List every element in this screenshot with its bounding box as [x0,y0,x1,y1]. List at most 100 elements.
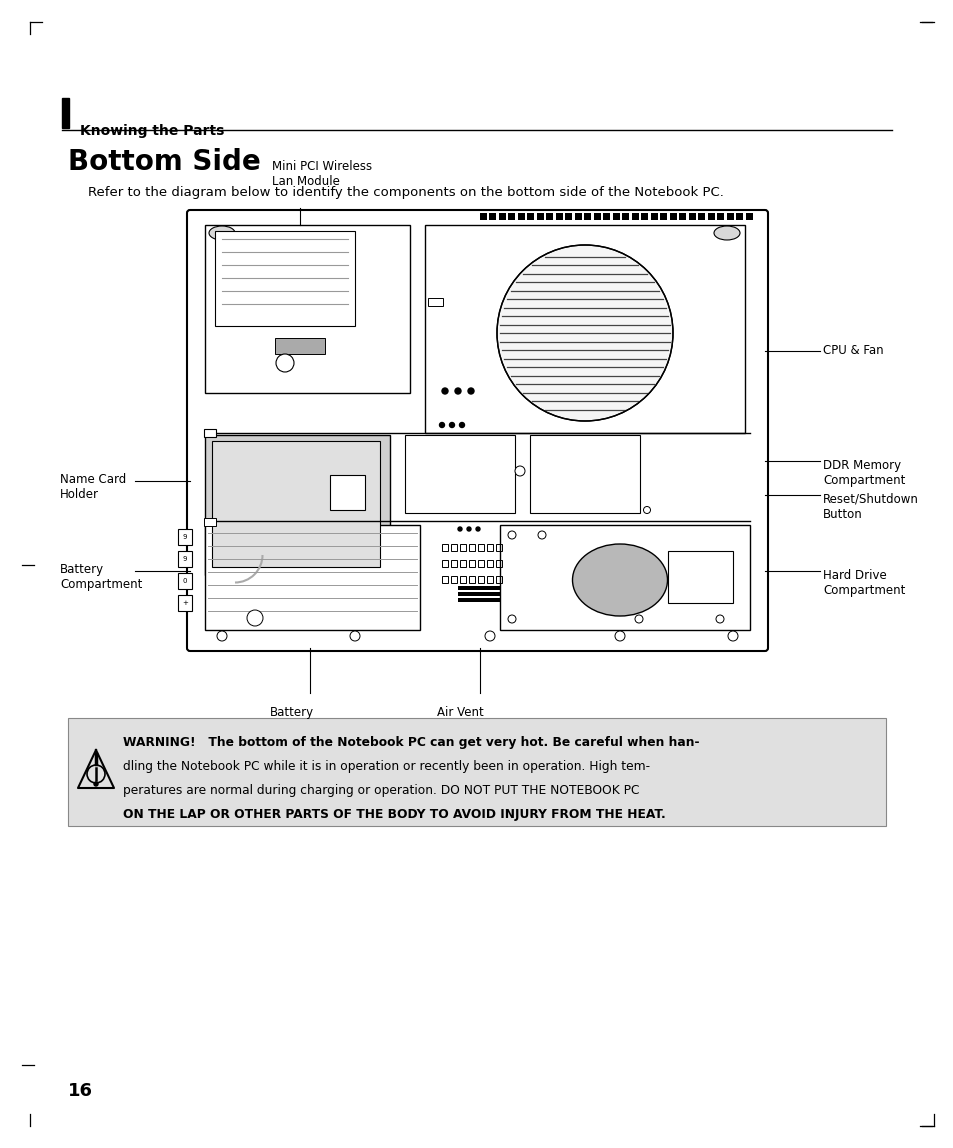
Text: WARNING!   The bottom of the Notebook PC can get very hot. Be careful when han-: WARNING! The bottom of the Notebook PC c… [123,736,699,748]
Bar [428,298,442,307]
Bar [212,441,379,567]
Text: Mini PCI Wireless
Lan Module: Mini PCI Wireless Lan Module [272,160,372,188]
Circle shape [497,245,672,421]
Bar [178,529,192,545]
Bar [204,518,215,526]
Bar [496,560,501,567]
Bar [496,576,501,583]
Bar [205,225,410,393]
Bar [477,576,483,583]
Bar [622,214,629,220]
Circle shape [635,615,642,623]
Circle shape [441,388,448,394]
Bar [178,595,192,611]
Bar [469,544,475,551]
Text: peratures are normal during charging or operation. DO NOT PUT THE NOTEBOOK PC: peratures are normal during charging or … [123,784,639,797]
Bar [62,98,69,127]
Bar [745,214,752,220]
Bar [457,585,499,590]
Bar [679,214,686,220]
Bar [717,214,723,220]
Bar [650,214,658,220]
Bar [613,214,619,220]
Circle shape [449,422,454,427]
Text: CPU & Fan: CPU & Fan [822,344,882,357]
Bar [205,435,390,575]
Bar [498,214,505,220]
Text: 16: 16 [68,1083,92,1100]
Bar [477,544,483,551]
Bar [530,435,639,513]
Text: 9: 9 [183,556,187,563]
Bar [205,525,419,630]
Bar [274,338,325,354]
Circle shape [716,615,723,623]
Circle shape [643,506,650,513]
Bar [603,214,610,220]
Text: ON THE LAP OR OTHER PARTS OF THE BODY TO AVOID INJURY FROM THE HEAT.: ON THE LAP OR OTHER PARTS OF THE BODY TO… [123,808,665,821]
Bar [330,475,365,510]
Circle shape [468,388,474,394]
Text: Air Vent: Air Vent [436,706,483,719]
Circle shape [247,610,263,626]
Bar [441,576,448,583]
Bar [736,214,742,220]
Bar [451,576,456,583]
Bar [698,214,705,220]
Bar [486,560,493,567]
Bar [659,214,667,220]
Circle shape [350,631,359,641]
Ellipse shape [713,226,740,240]
Bar [459,544,465,551]
Text: Refer to the diagram below to identify the components on the bottom side of the : Refer to the diagram below to identify t… [88,186,723,199]
Text: 0: 0 [183,577,187,584]
Ellipse shape [209,226,234,240]
Text: dling the Notebook PC while it is in operation or recently been in operation. Hi: dling the Notebook PC while it is in ope… [123,760,649,773]
Text: 9: 9 [183,534,187,540]
Bar [496,544,501,551]
Circle shape [615,631,624,641]
Bar [517,214,524,220]
Ellipse shape [572,544,667,616]
Bar [667,551,732,603]
Bar [669,214,677,220]
Circle shape [94,782,98,786]
Bar [489,214,496,220]
Bar [486,576,493,583]
Text: Name Card
Holder: Name Card Holder [60,473,126,501]
Bar [726,214,733,220]
Bar [499,525,749,630]
Circle shape [727,631,738,641]
Text: Hard Drive
Compartment: Hard Drive Compartment [822,569,904,597]
Bar [214,231,355,326]
Bar [584,214,591,220]
Text: Reset/Shutdown
Button: Reset/Shutdown Button [822,492,918,521]
Bar [707,214,714,220]
Bar [556,214,562,220]
Circle shape [216,631,227,641]
Circle shape [507,615,516,623]
FancyBboxPatch shape [187,210,767,651]
Bar [640,214,648,220]
Bar [537,214,543,220]
Text: Bottom Side: Bottom Side [68,148,260,176]
Circle shape [507,532,516,540]
Text: DDR Memory
Compartment: DDR Memory Compartment [822,459,904,487]
Circle shape [467,527,471,532]
Circle shape [484,631,495,641]
Circle shape [275,354,294,372]
Bar [469,576,475,583]
Bar [527,214,534,220]
Bar [457,598,499,602]
Bar [477,560,483,567]
Text: +: + [182,600,188,606]
Text: Battery: Battery [270,706,314,719]
Bar [204,429,215,437]
Bar [594,214,600,220]
Bar [631,214,639,220]
Bar [451,560,456,567]
Circle shape [459,422,464,427]
Bar [565,214,572,220]
Bar [178,551,192,567]
Bar [546,214,553,220]
